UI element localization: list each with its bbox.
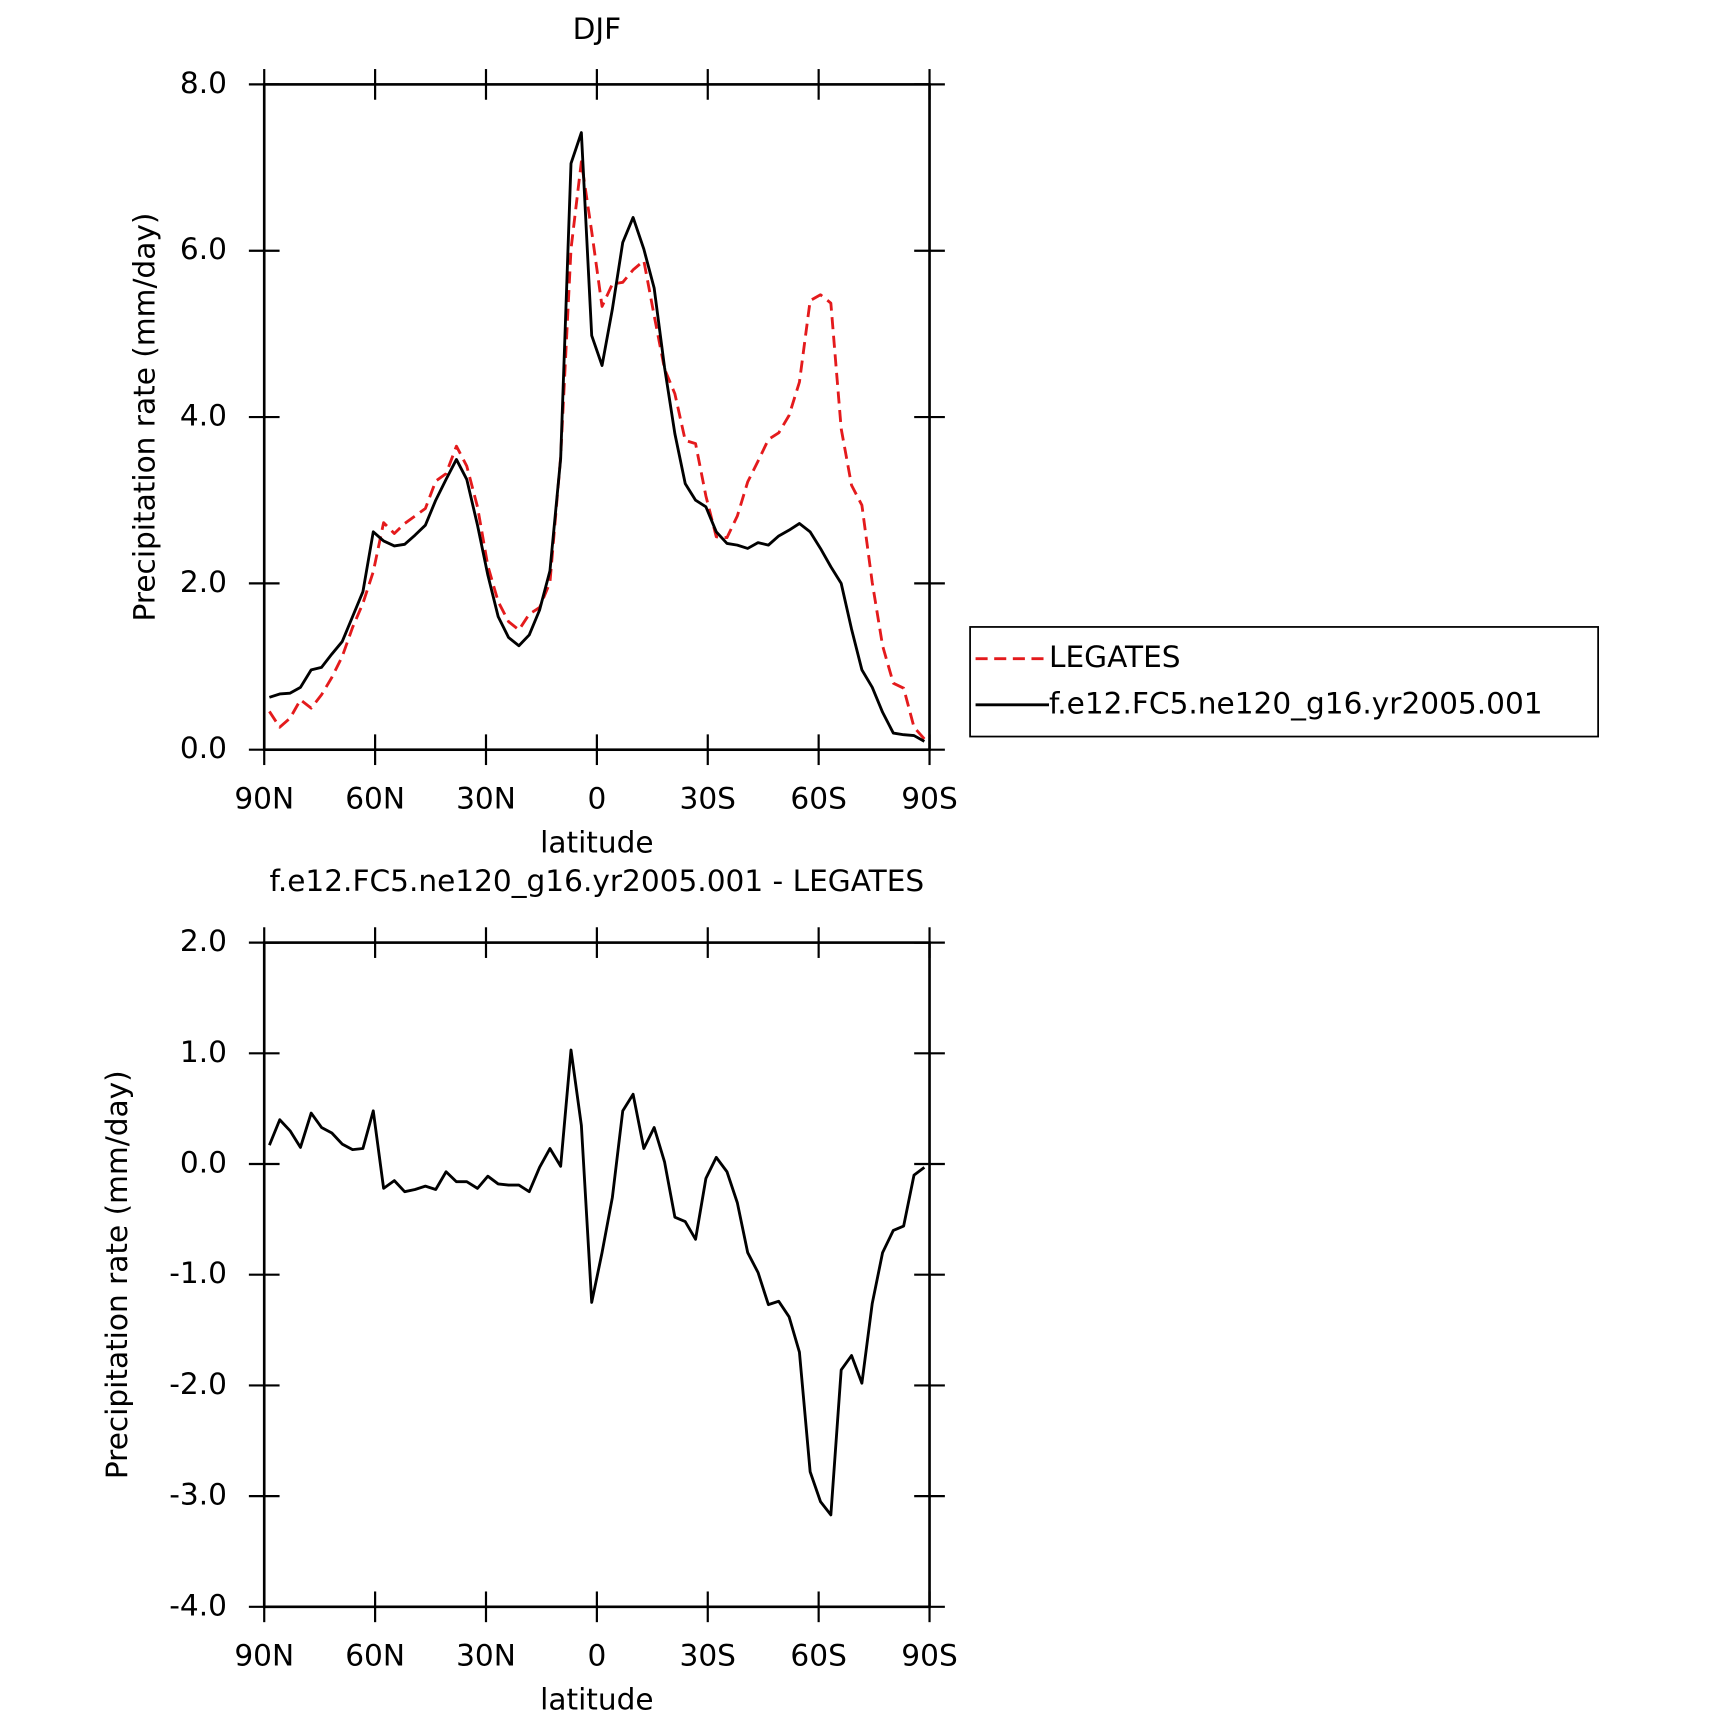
- x-tick-label: 90N: [234, 782, 294, 816]
- x-axis-label: latitude: [540, 1683, 653, 1717]
- plot-frame: [262, 941, 931, 1609]
- x-tick-label: 90S: [901, 1639, 957, 1673]
- x-tick-label: 0: [587, 782, 606, 816]
- data-line: [268, 160, 926, 740]
- y-tick-label: 2.0: [180, 565, 227, 599]
- y-tick-label: -1.0: [169, 1256, 227, 1290]
- y-tick-label: 4.0: [180, 399, 227, 433]
- chart-title: f.e12.FC5.ne120_g16.yr2005.001 - LEGATES: [270, 864, 925, 898]
- x-tick-label: 0: [587, 1639, 606, 1673]
- plot-frame: [262, 83, 931, 752]
- x-tick-label: 60S: [790, 782, 846, 816]
- y-tick-label: -3.0: [169, 1478, 227, 1512]
- x-tick-label: 60S: [790, 1639, 846, 1673]
- x-tick-label: 30N: [456, 1639, 516, 1673]
- y-tick-label: 0.0: [180, 731, 227, 765]
- y-tick-label: 1.0: [180, 1035, 227, 1069]
- x-tick-label: 30S: [680, 1639, 736, 1673]
- data-line: [268, 1048, 926, 1517]
- legend-label: f.e12.FC5.ne120_g16.yr2005.001: [1049, 686, 1543, 720]
- data-line: [268, 131, 926, 743]
- y-tick-label: 2.0: [180, 924, 227, 958]
- x-tick-label: 30N: [456, 782, 516, 816]
- y-axis-label: Precipitation rate (mm/day): [100, 1070, 134, 1479]
- legend-box: [969, 626, 1600, 738]
- y-tick-label: -2.0: [169, 1367, 227, 1401]
- x-axis-label: latitude: [540, 825, 653, 859]
- x-tick-label: 60N: [345, 782, 405, 816]
- legend-label: LEGATES: [1049, 640, 1181, 674]
- y-axis-label: Precipitation rate (mm/day): [127, 213, 161, 622]
- chart-title: DJF: [573, 12, 622, 46]
- x-tick-label: 90N: [234, 1639, 294, 1673]
- x-tick-label: 60N: [345, 1639, 405, 1673]
- x-tick-label: 30S: [680, 782, 736, 816]
- y-tick-label: -4.0: [169, 1588, 227, 1622]
- x-tick-label: 90S: [901, 782, 957, 816]
- y-tick-label: 6.0: [180, 232, 227, 266]
- y-tick-label: 0.0: [180, 1146, 227, 1180]
- y-tick-label: 8.0: [180, 66, 227, 100]
